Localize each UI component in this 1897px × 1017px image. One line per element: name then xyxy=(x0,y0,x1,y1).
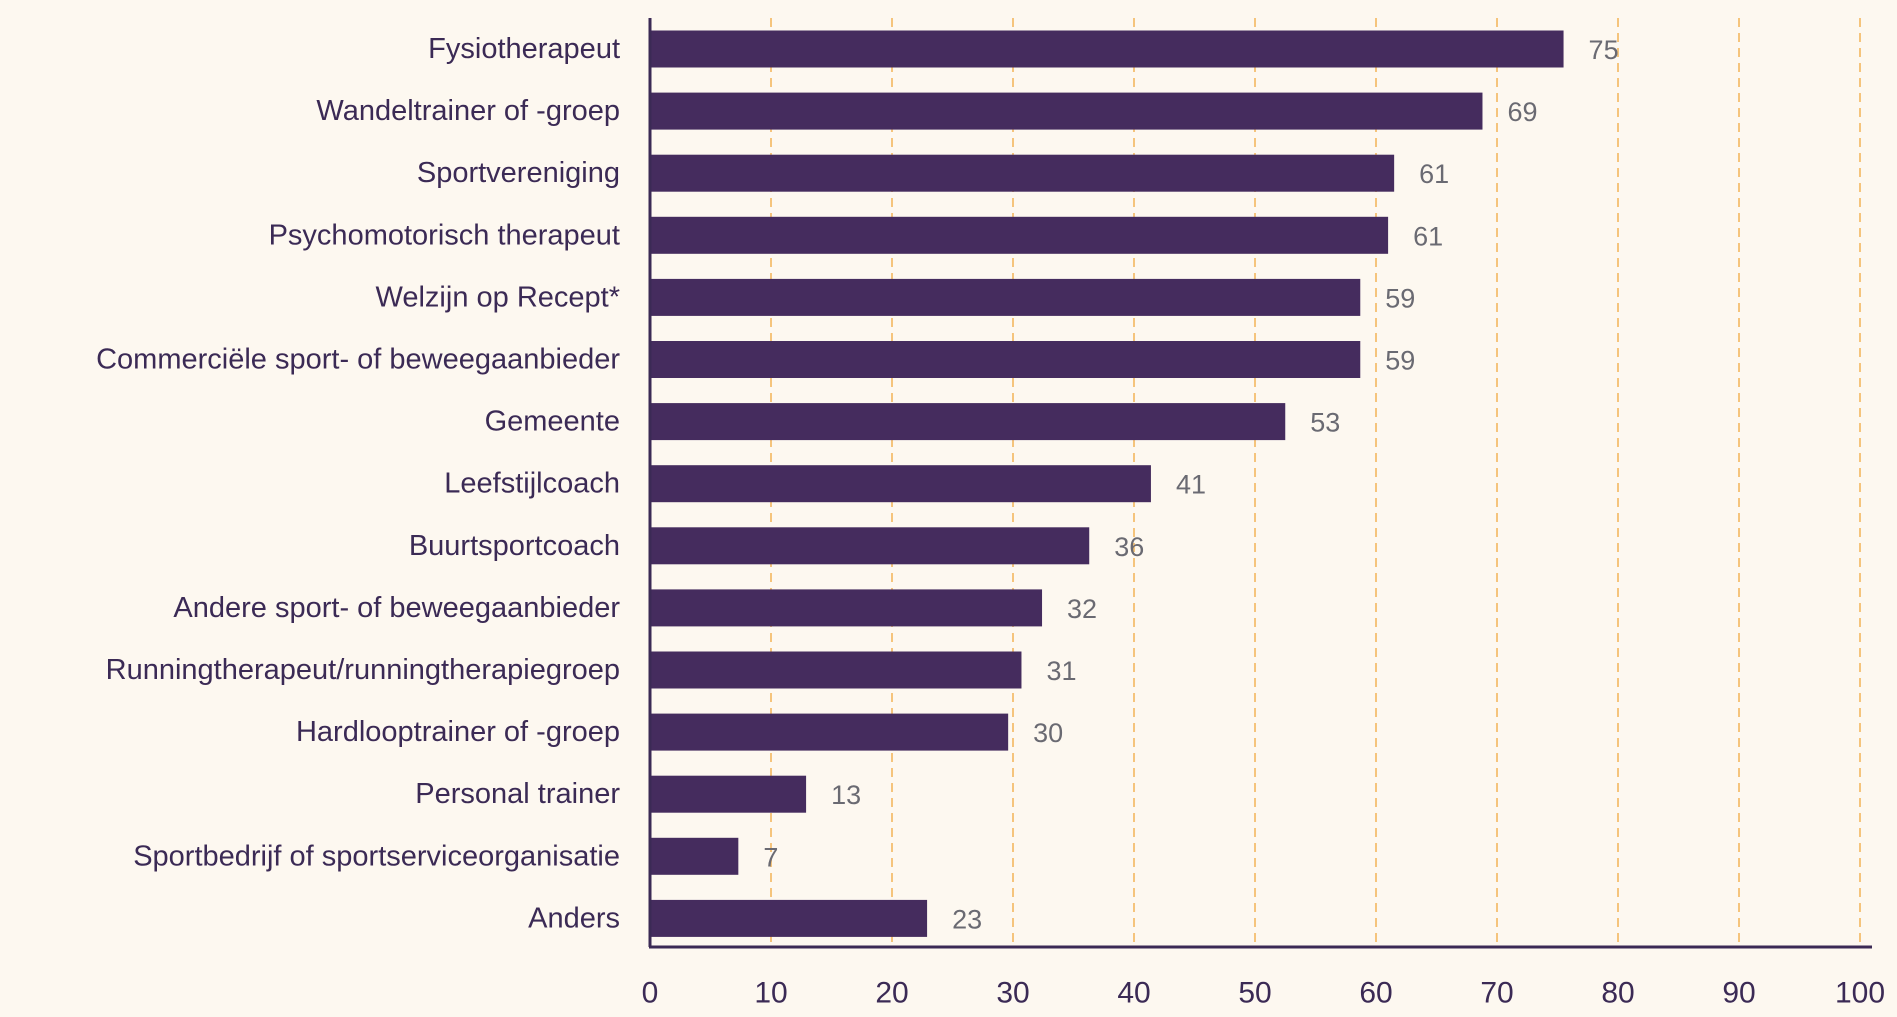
bar xyxy=(650,216,1389,254)
axes xyxy=(648,18,1872,949)
x-tick-label: 10 xyxy=(754,977,787,1010)
value-label: 30 xyxy=(1033,718,1063,748)
bar xyxy=(650,154,1395,192)
category-label: Welzijn op Recept* xyxy=(376,281,620,313)
value-label: 75 xyxy=(1589,35,1619,65)
category-label: Psychomotorisch therapeut xyxy=(269,219,620,251)
bar xyxy=(650,651,1022,689)
x-tick-label: 0 xyxy=(642,977,659,1010)
category-label: Sportvereniging xyxy=(417,157,620,189)
category-label: Andere sport- of beweegaanbieder xyxy=(173,592,620,624)
category-label: Personal trainer xyxy=(415,778,620,810)
category-label: Anders xyxy=(528,902,620,934)
value-label: 41 xyxy=(1176,470,1206,500)
x-tick-label: 40 xyxy=(1117,977,1150,1010)
value-labels: 75 69 61 61 59 59 53 41 36 32 31 30 13 7 23 xyxy=(763,35,1618,934)
category-labels: Fysiotherapeut Wandeltrainer of -groep Spo… xyxy=(96,33,620,934)
x-tick-label: 90 xyxy=(1722,977,1755,1010)
bar xyxy=(650,775,807,813)
category-label: Runningtherapeut/runningtherapiegroep xyxy=(106,654,620,686)
bar xyxy=(650,341,1361,378)
bar xyxy=(650,278,1361,316)
x-tick-label: 100 xyxy=(1835,977,1885,1010)
bar xyxy=(650,713,1009,751)
x-tick-label: 70 xyxy=(1480,977,1513,1010)
bar xyxy=(650,837,739,875)
category-label: Hardlooptrainer of -groep xyxy=(296,716,620,748)
value-label: 31 xyxy=(1046,656,1076,686)
category-label: Sportbedrijf of sportserviceorganisatie xyxy=(133,840,620,872)
x-tick-label: 80 xyxy=(1601,977,1634,1010)
value-label: 36 xyxy=(1114,532,1144,562)
bar xyxy=(650,899,928,937)
value-label: 32 xyxy=(1067,594,1097,624)
category-label: Wandeltrainer of -groep xyxy=(316,95,620,127)
value-label: 69 xyxy=(1507,97,1537,127)
x-tick-label: 30 xyxy=(996,977,1029,1010)
category-label: Commerciële sport- of beweegaanbieder xyxy=(96,344,620,376)
bar xyxy=(650,589,1043,627)
bar xyxy=(650,465,1151,503)
bars xyxy=(650,30,1564,937)
bar xyxy=(650,92,1483,130)
bar xyxy=(650,30,1564,68)
value-label: 61 xyxy=(1419,159,1449,189)
category-label: Leefstijlcoach xyxy=(444,468,620,500)
value-label: 59 xyxy=(1385,283,1415,313)
x-tick-labels: 0 10 20 30 40 50 60 70 80 90 100 xyxy=(642,977,1885,1010)
value-label: 7 xyxy=(763,842,778,872)
category-label: Fysiotherapeut xyxy=(428,33,620,65)
value-label: 23 xyxy=(952,904,982,934)
value-label: 59 xyxy=(1385,346,1415,376)
x-tick-label: 20 xyxy=(875,977,908,1010)
x-tick-label: 60 xyxy=(1359,977,1392,1010)
value-label: 13 xyxy=(831,780,861,810)
category-label: Gemeente xyxy=(485,406,620,438)
value-label: 53 xyxy=(1310,408,1340,438)
value-label: 61 xyxy=(1413,221,1443,251)
x-tick-label: 50 xyxy=(1238,977,1271,1010)
category-label: Buurtsportcoach xyxy=(409,530,620,562)
bar xyxy=(650,403,1286,441)
bar xyxy=(650,527,1090,565)
